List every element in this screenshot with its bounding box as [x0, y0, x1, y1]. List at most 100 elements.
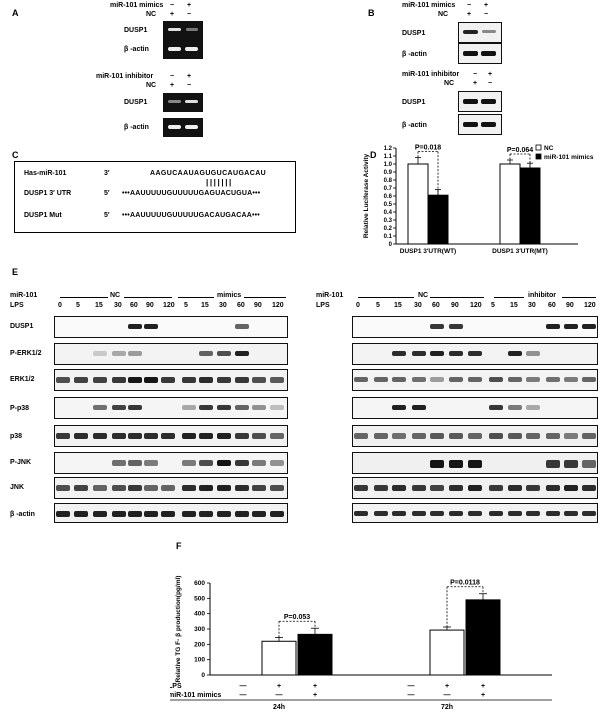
e-left-band	[128, 377, 142, 383]
e-right-band	[546, 511, 560, 516]
e-left-timepoint: 30	[219, 302, 227, 309]
e-right-blot-row	[352, 316, 598, 338]
e-right-inhibitor-group: inhibitor	[528, 292, 556, 299]
panel-b-actin-label: β -actin	[402, 51, 427, 58]
e-right-band	[582, 433, 596, 439]
e-right-band	[546, 433, 560, 439]
e-left-band	[144, 433, 158, 439]
e-left-band	[112, 485, 126, 491]
e-right-blot-row	[352, 343, 598, 365]
gel-a-actin	[163, 40, 203, 59]
gel-b-dusp1	[458, 22, 502, 43]
e-blot-label-jnk: JNK	[10, 484, 25, 491]
panel-b-mimics-label: miR-101 mimics	[402, 2, 456, 9]
e-left-blot-row	[54, 397, 288, 419]
f-mimics-sign: —	[276, 692, 283, 699]
e-left-band	[235, 324, 249, 329]
panel-d-label: D	[370, 150, 377, 160]
d-y-tick-label: 0.6	[384, 194, 393, 200]
e-right-band	[392, 351, 406, 356]
gel-b-actin	[458, 43, 502, 64]
d-bar	[427, 194, 449, 245]
e-blot-label-pp38: P-p38	[10, 405, 30, 412]
seq-row-3-seq: •••AAUUUUUGUUUUUGACAUGACAA•••	[122, 212, 260, 219]
e-right-band	[392, 405, 406, 410]
e-blot-label-actin: β -actin	[10, 511, 35, 518]
e-right-band	[354, 485, 368, 491]
e-right-nc-group: NC	[418, 292, 429, 299]
d-bar	[499, 163, 521, 245]
e-left-timepoint: 30	[114, 302, 122, 309]
e-left-band	[252, 460, 266, 466]
e-right-band	[508, 377, 522, 382]
e-left-timepoint: 90	[146, 302, 154, 309]
e-left-mir101-label: miR-101	[10, 292, 38, 299]
e-right-band	[412, 433, 426, 439]
e-left-band	[182, 377, 196, 383]
e-left-band	[252, 485, 266, 491]
e-left-band	[217, 405, 231, 410]
e-right-band	[468, 511, 482, 516]
e-left-band	[93, 351, 107, 356]
gel-a-dusp1	[163, 21, 203, 40]
f-lps-sign: +	[277, 683, 281, 690]
luciferase-chart: 0 0.1 0.2 0.3 0.4 0.5 0.6 0.7 0.8 0.9 1.0 1.1 1.2 Rel…	[363, 144, 594, 255]
f-bar	[429, 629, 465, 676]
e-left-nc-line	[60, 297, 108, 298]
e-right-band	[546, 377, 560, 382]
f-mimics-sign: —	[240, 692, 247, 699]
e-left-band	[112, 433, 126, 439]
e-left-band	[74, 433, 88, 439]
e-right-band	[546, 324, 560, 329]
d-y-tick-label: 1.0	[384, 162, 393, 168]
e-left-band	[270, 485, 284, 491]
e-right-band	[526, 405, 540, 410]
e-left-band	[112, 351, 126, 356]
d-y-tick-label: 0.2	[384, 226, 393, 232]
panel-a-actin-label: β -actin	[124, 46, 149, 53]
e-right-mir101-label: miR-101	[316, 292, 344, 299]
d-x-category-label: DUSP1 3′UTR(MT)	[492, 248, 548, 255]
e-blot-label-dusp1: DUSP1	[10, 323, 34, 330]
e-right-band	[582, 460, 596, 468]
e-left-band	[93, 485, 107, 491]
e-left-blot-row	[54, 316, 288, 338]
e-left-band	[112, 377, 126, 383]
panel-a-inhibitor-label: miR-101 inhibitor	[96, 73, 154, 80]
e-right-band	[449, 433, 463, 439]
gel-b-inh-actin	[458, 114, 502, 135]
e-left-band	[235, 460, 249, 466]
e-right-band	[430, 377, 444, 382]
panel-b-label: B	[368, 8, 375, 18]
e-left-band	[182, 433, 196, 439]
e-right-blot-row	[352, 397, 598, 419]
e-right-band	[468, 460, 482, 468]
panel-b-mimics-sign-2: +	[484, 2, 489, 9]
e-left-band	[144, 460, 158, 466]
e-right-band	[392, 485, 406, 491]
e-right-band	[508, 405, 522, 410]
f-p-value-label: P=0.053	[284, 614, 310, 621]
e-right-band	[374, 485, 388, 491]
e-right-band	[354, 377, 368, 382]
e-right-band	[489, 485, 503, 491]
e-left-band	[217, 433, 231, 439]
e-right-timepoint: 30	[528, 302, 536, 309]
e-right-band	[412, 485, 426, 491]
e-right-timepoint: 60	[548, 302, 556, 309]
f-mimics-sign: +	[313, 692, 317, 699]
e-right-band	[374, 377, 388, 382]
e-left-band	[235, 485, 249, 491]
e-left-band	[93, 377, 107, 383]
d-y-tick-label: 0.5	[384, 202, 393, 208]
e-left-band	[56, 377, 70, 383]
f-bar	[465, 599, 501, 676]
seq-row-2-dir: 5′	[104, 190, 110, 197]
e-left-band	[252, 433, 266, 439]
e-right-band	[526, 433, 540, 439]
e-left-lps-label: LPS	[10, 302, 24, 309]
panel-b-nc-sign-2: −	[484, 11, 489, 18]
e-left-band	[217, 351, 231, 356]
e-right-band	[430, 460, 444, 468]
e-right-band	[508, 351, 522, 356]
